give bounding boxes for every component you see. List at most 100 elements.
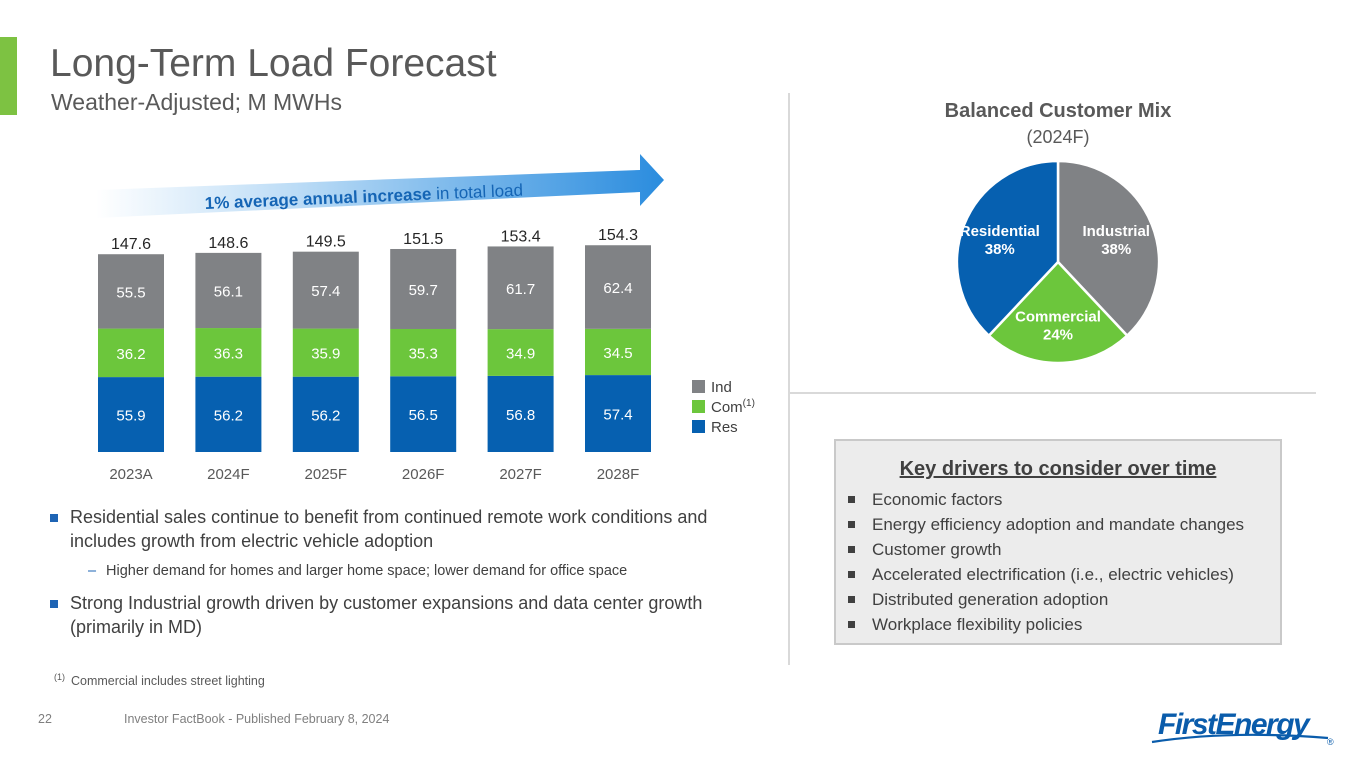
- x-tick-label: 2023A: [109, 466, 152, 483]
- bar-res-2024F: [195, 376, 262, 452]
- x-tick-label: 2027F: [499, 466, 542, 483]
- legend-label-res: Res: [711, 419, 738, 436]
- driver-item: Customer growth: [848, 537, 1244, 562]
- x-tick-label: 2028F: [597, 466, 640, 483]
- bar-com-2023A: [98, 328, 164, 378]
- bar-value-label: 35.9: [311, 346, 340, 363]
- pie-slice-commercial: [987, 260, 1129, 365]
- bar-total-label: 154.3: [598, 227, 638, 244]
- horizontal-divider: [790, 392, 1316, 394]
- pie-slice-industrial: [1056, 159, 1161, 338]
- pie-slice-residential: [955, 159, 1060, 338]
- bar-value-label: 62.4: [603, 280, 632, 297]
- legend-swatch-com: [692, 400, 705, 413]
- bullet-square-icon: [848, 546, 855, 553]
- pie-slice-label: Commercial: [1015, 309, 1101, 326]
- bar-ind-2028F: [585, 245, 651, 329]
- key-drivers-list: Economic factors Energy efficiency adopt…: [848, 487, 1244, 637]
- bar-ind-2026F: [390, 248, 457, 329]
- bar-ind-2025F: [292, 251, 359, 329]
- bar-ind-2023A: [98, 254, 164, 329]
- bar-total-label: 148.6: [208, 235, 248, 252]
- bar-value-label: 56.5: [409, 407, 438, 424]
- bar-value-label: 36.2: [116, 346, 145, 363]
- bar-value-label: 59.7: [409, 282, 438, 299]
- bar-res-2023A: [98, 377, 164, 452]
- bar-value-label: 34.5: [603, 345, 632, 362]
- bar-com-2026F: [390, 328, 457, 377]
- stacked-bar-chart: 1% average annual increase in total load…: [96, 154, 755, 483]
- legend-swatch-res: [692, 420, 705, 433]
- bullet-item: Residential sales continue to benefit fr…: [50, 505, 750, 553]
- dash-icon: –: [88, 563, 97, 579]
- bar-com-2028F: [585, 328, 651, 376]
- pie-slice-label: Residential: [960, 223, 1040, 240]
- bar-total-label: 151.5: [403, 231, 443, 248]
- bar-value-label: 55.5: [116, 284, 145, 301]
- bar-ind-2024F: [195, 252, 262, 329]
- bar-value-label: 61.7: [506, 281, 535, 298]
- bullet-square-icon: [848, 571, 855, 578]
- bullet-item: Strong Industrial growth driven by custo…: [50, 591, 750, 639]
- footnote: (1) Commercial includes street lighting: [54, 672, 265, 689]
- bullet-square-icon: [848, 621, 855, 628]
- svg-text:®: ®: [1327, 737, 1334, 747]
- bar-value-label: 56.2: [214, 407, 243, 424]
- bar-value-label: 57.4: [603, 407, 632, 424]
- chart-legend: Ind Com(1) Res: [692, 379, 755, 436]
- pie-subtitle: (2024F): [1026, 127, 1089, 147]
- firstenergy-logo: FirstEnergy ®: [1151, 708, 1334, 747]
- bar-total-label: 153.4: [501, 228, 541, 245]
- bullet-square-icon: [848, 521, 855, 528]
- driver-item: Economic factors: [848, 487, 1244, 512]
- bar-res-2025F: [292, 376, 359, 452]
- page-title: Long-Term Load Forecast: [50, 42, 497, 85]
- pie-slice-value: 24%: [1043, 327, 1073, 344]
- driver-item: Workplace flexibility policies: [848, 612, 1244, 637]
- pie-title: Balanced Customer Mix: [945, 100, 1172, 122]
- key-drivers-box: Key drivers to consider over time Econom…: [834, 439, 1282, 645]
- bullet-list: Residential sales continue to benefit fr…: [50, 505, 750, 647]
- bullet-square-icon: [848, 496, 855, 503]
- page-number: 22: [38, 712, 52, 726]
- bar-total-label: 149.5: [306, 234, 346, 251]
- footer-text: Investor FactBook - Published February 8…: [124, 712, 390, 726]
- bar-total-label: 147.6: [111, 236, 151, 253]
- bar-com-2027F: [487, 329, 554, 376]
- page-subtitle: Weather-Adjusted; M MWHs: [51, 89, 342, 115]
- bar-value-label: 56.2: [311, 407, 340, 424]
- bar-value-label: 34.9: [506, 346, 535, 363]
- bar-value-label: 56.1: [214, 283, 243, 300]
- legend-label-com: Com(1): [711, 398, 755, 416]
- x-tick-label: 2026F: [402, 466, 445, 483]
- pie-slice-value: 38%: [985, 241, 1015, 258]
- bullet-square-icon: [50, 514, 58, 522]
- sub-bullet-item: – Higher demand for homes and larger hom…: [88, 563, 628, 579]
- bar-res-2028F: [585, 375, 651, 452]
- bar-value-label: 36.3: [214, 345, 243, 362]
- driver-item: Distributed generation adoption: [848, 587, 1244, 612]
- pie-slice-value: 38%: [1101, 241, 1131, 258]
- vertical-divider: [788, 93, 790, 665]
- bar-value-label: 55.9: [116, 408, 145, 425]
- x-tick-label: 2024F: [207, 466, 250, 483]
- bar-res-2026F: [390, 376, 457, 452]
- bar-com-2024F: [195, 328, 262, 377]
- accent-bar: [0, 37, 17, 115]
- legend-swatch-ind: [692, 380, 705, 393]
- bar-value-label: 35.3: [409, 346, 438, 363]
- bar-value-label: 57.4: [311, 283, 340, 300]
- bullet-square-icon: [50, 600, 58, 608]
- bar-res-2027F: [487, 375, 554, 452]
- bar-value-label: 56.8: [506, 407, 535, 424]
- bar-ind-2027F: [487, 246, 554, 330]
- pie-slice-label: Industrial: [1082, 223, 1150, 240]
- bar-com-2025F: [292, 328, 359, 377]
- growth-arrow: [96, 154, 664, 218]
- x-tick-label: 2025F: [305, 466, 348, 483]
- legend-label-ind: Ind: [711, 379, 732, 396]
- key-drivers-title: Key drivers to consider over time: [899, 458, 1217, 480]
- driver-item: Energy efficiency adoption and mandate c…: [848, 512, 1244, 537]
- bullet-square-icon: [848, 596, 855, 603]
- customer-mix-pie-chart: Balanced Customer Mix (2024F) Industrial…: [945, 100, 1172, 365]
